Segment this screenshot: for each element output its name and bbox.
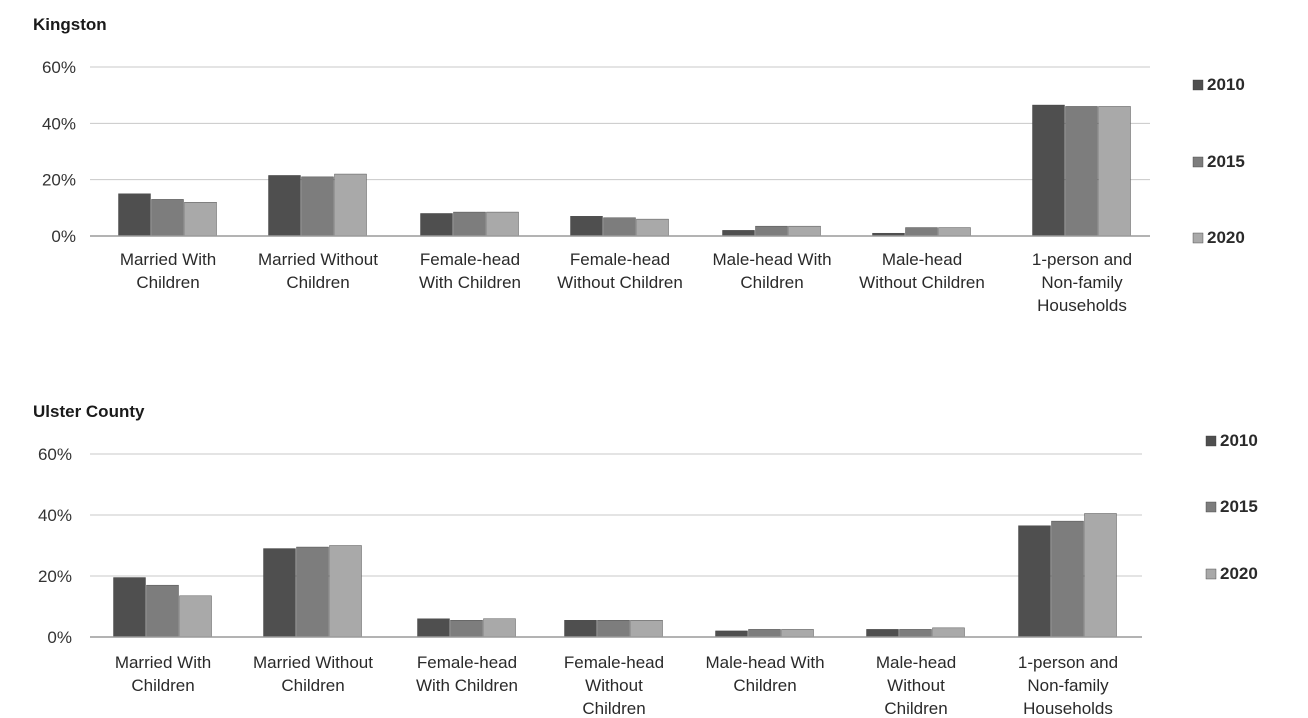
legend-label-2010: 2010 bbox=[1207, 75, 1245, 94]
bar-2020 bbox=[1084, 513, 1117, 638]
x-category-label: Female-head With Children bbox=[416, 653, 518, 695]
y-tick-label: 0% bbox=[47, 628, 72, 647]
x-category-label: Married With Children bbox=[115, 653, 211, 695]
x-category-label: Female-head Without Children bbox=[564, 653, 664, 718]
bar-2010 bbox=[866, 629, 899, 638]
bar-2010 bbox=[118, 193, 151, 237]
bar-2020 bbox=[1098, 106, 1131, 237]
bar-2010 bbox=[564, 620, 597, 638]
x-category-label: Married With Children bbox=[120, 250, 216, 292]
legend-swatch-2020 bbox=[1192, 232, 1204, 244]
bar-2010 bbox=[715, 630, 748, 638]
bar-2010 bbox=[113, 577, 146, 638]
bar-2020 bbox=[938, 227, 971, 237]
x-category-label: Male-head Without Children bbox=[876, 653, 956, 718]
y-tick-label: 20% bbox=[42, 171, 76, 190]
bar-2015 bbox=[450, 620, 483, 638]
bar-2010 bbox=[722, 230, 755, 237]
bar-2020 bbox=[788, 225, 821, 237]
bar-2015 bbox=[899, 629, 932, 638]
x-category-label: Female-head With Children bbox=[419, 250, 521, 292]
y-tick-label: 0% bbox=[51, 227, 76, 246]
x-category-label: 1-person and Non-family Households bbox=[1032, 250, 1132, 315]
y-tick-label: 40% bbox=[42, 114, 76, 133]
bar-2015 bbox=[1065, 106, 1098, 237]
y-tick-label: 20% bbox=[38, 567, 72, 586]
bar-2020 bbox=[932, 627, 965, 638]
legend-label-2020: 2020 bbox=[1207, 228, 1245, 247]
chart-title: Ulster County bbox=[33, 402, 145, 421]
bar-2010 bbox=[263, 548, 296, 638]
bar-2010 bbox=[417, 618, 450, 638]
bar-2015 bbox=[905, 227, 938, 237]
legend-label-2010: 2010 bbox=[1220, 431, 1258, 450]
bar-2015 bbox=[146, 584, 179, 638]
y-tick-label: 60% bbox=[38, 445, 72, 464]
legend-swatch-2010 bbox=[1192, 79, 1204, 91]
bar-2010 bbox=[1018, 525, 1051, 638]
chart-panel-1: Ulster County 0% 20% 40% 60% Married With Chil… bbox=[33, 402, 1258, 718]
bar-2015 bbox=[755, 225, 788, 237]
legend-swatch-2020 bbox=[1205, 568, 1217, 580]
bar-2020 bbox=[636, 218, 669, 237]
bar-2015 bbox=[151, 199, 184, 237]
x-category-label: Male-head With Children bbox=[705, 653, 824, 695]
bar-2010 bbox=[268, 175, 301, 237]
bar-2020 bbox=[184, 201, 217, 237]
bar-2020 bbox=[630, 620, 663, 638]
x-category-label: Married Without Children bbox=[253, 653, 373, 695]
bar-2015 bbox=[296, 546, 329, 638]
bar-2015 bbox=[748, 629, 781, 638]
bar-2020 bbox=[329, 545, 362, 638]
legend-swatch-2015 bbox=[1205, 501, 1217, 513]
bar-2015 bbox=[453, 211, 486, 237]
bar-2020 bbox=[179, 595, 212, 638]
bar-2010 bbox=[420, 213, 453, 237]
bar-2010 bbox=[570, 216, 603, 237]
x-category-label: 1-person and Non-family Households bbox=[1018, 653, 1118, 718]
y-tick-label: 60% bbox=[42, 58, 76, 77]
x-category-label: Male-head Without Children bbox=[859, 250, 985, 292]
legend-swatch-2015 bbox=[1192, 156, 1204, 168]
bar-2015 bbox=[597, 620, 630, 638]
legend-swatch-2010 bbox=[1205, 435, 1217, 447]
bar-2020 bbox=[486, 211, 519, 237]
bar-2015 bbox=[301, 176, 334, 237]
bar-2010 bbox=[1032, 104, 1065, 237]
x-category-label: Male-head With Children bbox=[712, 250, 831, 292]
x-category-label: Female-head Without Children bbox=[557, 250, 683, 292]
x-category-label: Married Without Children bbox=[258, 250, 378, 292]
bar-2015 bbox=[603, 217, 636, 237]
bar-2015 bbox=[1051, 520, 1084, 638]
bar-2020 bbox=[781, 629, 814, 638]
legend-label-2015: 2015 bbox=[1220, 497, 1258, 516]
bar-2020 bbox=[483, 618, 516, 638]
legend-label-2015: 2015 bbox=[1207, 152, 1245, 171]
bar-2020 bbox=[334, 173, 367, 237]
chart-panel-0: Kingston 0% 20% 40% 60% Married With Children M… bbox=[33, 15, 1245, 315]
legend-label-2020: 2020 bbox=[1220, 564, 1258, 583]
y-tick-label: 40% bbox=[38, 506, 72, 525]
chart-title: Kingston bbox=[33, 15, 107, 34]
